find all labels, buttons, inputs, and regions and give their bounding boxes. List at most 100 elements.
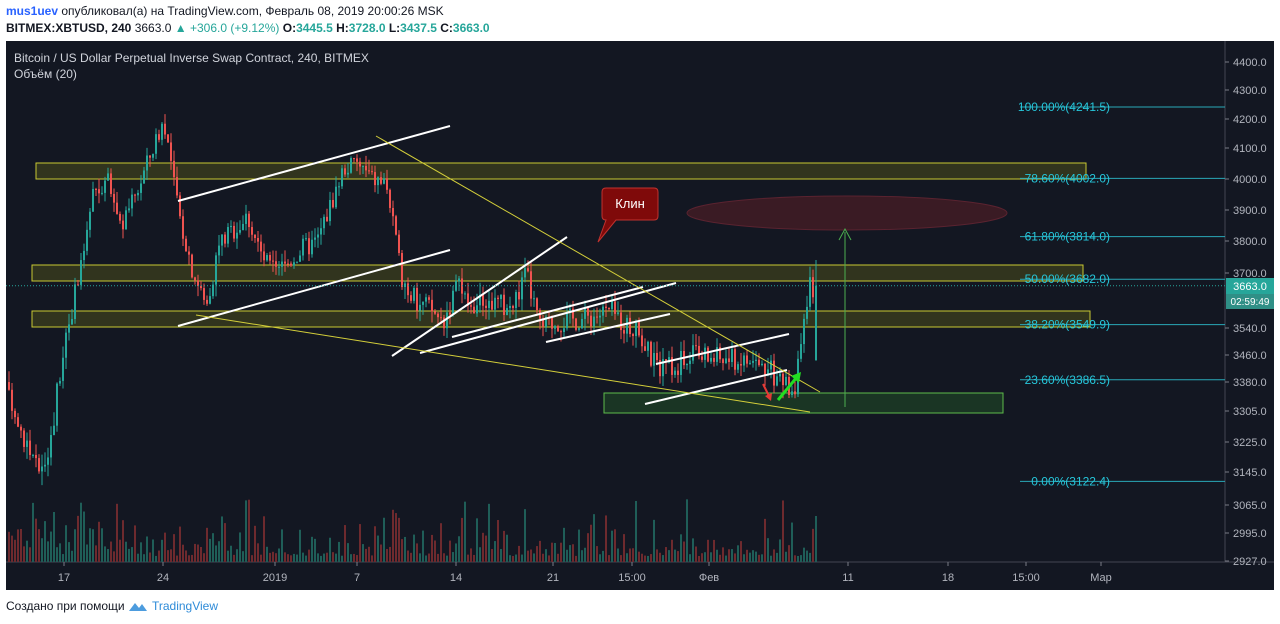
volume-bar <box>791 522 793 562</box>
volume-bar <box>257 543 259 562</box>
volume-bar <box>473 554 475 562</box>
volume-bar <box>227 550 229 562</box>
volume-bar <box>629 548 631 562</box>
volume-bar <box>107 549 109 562</box>
fib-label: 38.20%(3549.9) <box>1025 318 1110 332</box>
candle-body <box>101 192 103 194</box>
candle-body <box>38 458 40 472</box>
candle-body <box>437 313 439 318</box>
candle-body <box>512 305 514 308</box>
volume-bar <box>254 525 256 562</box>
candle-body <box>23 430 25 447</box>
volume-bar <box>620 555 622 562</box>
volume-bar <box>770 555 772 562</box>
resistance-zone <box>31 264 1084 282</box>
candle-body <box>596 316 598 318</box>
volume-bar <box>332 552 334 562</box>
tradingview-link[interactable]: TradingView <box>151 599 219 613</box>
target-ellipse <box>686 195 1008 231</box>
candle-body <box>185 238 187 252</box>
candle-body <box>602 306 604 316</box>
volume-bar <box>569 545 571 562</box>
volume-bar <box>371 555 373 562</box>
candle-body <box>452 290 454 315</box>
candle-body <box>656 352 658 361</box>
candle-body <box>146 155 148 171</box>
volume-bar <box>245 500 247 562</box>
candle-body <box>503 294 505 315</box>
candle-body <box>416 287 418 311</box>
volume-bar <box>260 554 262 562</box>
price-chart[interactable]: 100.00%(4241.5) 78.60%(4002.0) 61.80%(3814… <box>0 40 1280 592</box>
published-text: опубликовал(а) на TradingView.com, Февра… <box>61 4 444 18</box>
volume-bar <box>158 550 160 562</box>
volume-bar <box>707 539 709 562</box>
volume-bar <box>167 550 169 562</box>
candle-body <box>218 245 220 256</box>
author-link[interactable]: mus1uev <box>6 4 59 18</box>
candle-body <box>521 277 523 300</box>
volume-bar <box>521 554 523 562</box>
candle-body <box>491 300 493 310</box>
volume-bar <box>482 532 484 562</box>
candle-body <box>425 297 427 302</box>
volume-bar <box>149 552 151 562</box>
volume-bar <box>812 528 814 562</box>
volume-bar <box>602 550 604 562</box>
y-tick-label: 3305.0 <box>1233 406 1267 418</box>
volume-bar <box>422 530 424 562</box>
candle-body <box>692 345 694 361</box>
volume-bar <box>335 553 337 562</box>
candle-body <box>752 360 754 363</box>
y-tick-label: 3145.0 <box>1233 467 1267 479</box>
fib-label: 23.60%(3386.5) <box>1025 373 1110 387</box>
volume-bar <box>596 546 598 562</box>
candle-body <box>173 160 175 178</box>
candle-body <box>725 358 727 364</box>
volume-bar <box>278 548 280 562</box>
volume-bar <box>479 547 481 562</box>
candle-body <box>530 271 532 299</box>
candle-body <box>314 237 316 240</box>
candle-body <box>497 297 499 300</box>
candle-body <box>347 172 349 175</box>
x-tick-label: 17 <box>58 572 70 584</box>
candle-body <box>677 370 679 375</box>
candle-body <box>389 189 391 208</box>
chart-title: Bitcoin / US Dollar Perpetual Inverse Sw… <box>14 51 369 65</box>
candle-body <box>200 285 202 289</box>
candle-body <box>125 210 127 230</box>
volume-bar <box>413 534 415 562</box>
volume-bar <box>143 554 145 562</box>
candle-body <box>743 355 745 366</box>
candle-body <box>782 373 784 386</box>
candle-body <box>647 341 649 351</box>
candle-body <box>293 262 295 266</box>
candle-body <box>308 238 310 255</box>
candle-body <box>50 435 52 458</box>
candle-body <box>374 172 376 186</box>
wedge-callout[interactable]: Клин <box>597 187 659 243</box>
volume-bar <box>572 544 574 562</box>
candle-body <box>377 177 379 186</box>
volume-bar <box>683 541 685 562</box>
volume-bar <box>272 551 274 562</box>
candle-body <box>605 306 607 308</box>
volume-bar <box>632 548 634 562</box>
volume-bar <box>671 539 673 562</box>
candle-body <box>554 326 556 329</box>
candle-body <box>11 389 13 411</box>
candle-body <box>662 359 664 377</box>
volume-bar <box>287 554 289 562</box>
volume-bar <box>311 536 313 562</box>
volume-bar <box>8 531 10 562</box>
candle-body <box>182 216 184 239</box>
candle-body <box>104 180 106 193</box>
candle-body <box>506 308 508 315</box>
candle-body <box>149 155 151 158</box>
candle-body <box>8 382 10 390</box>
open-value: 3445.5 <box>296 21 333 35</box>
candle-body <box>260 241 262 252</box>
y-tick-label: 2995.0 <box>1233 528 1267 540</box>
volume-bar <box>686 499 688 562</box>
